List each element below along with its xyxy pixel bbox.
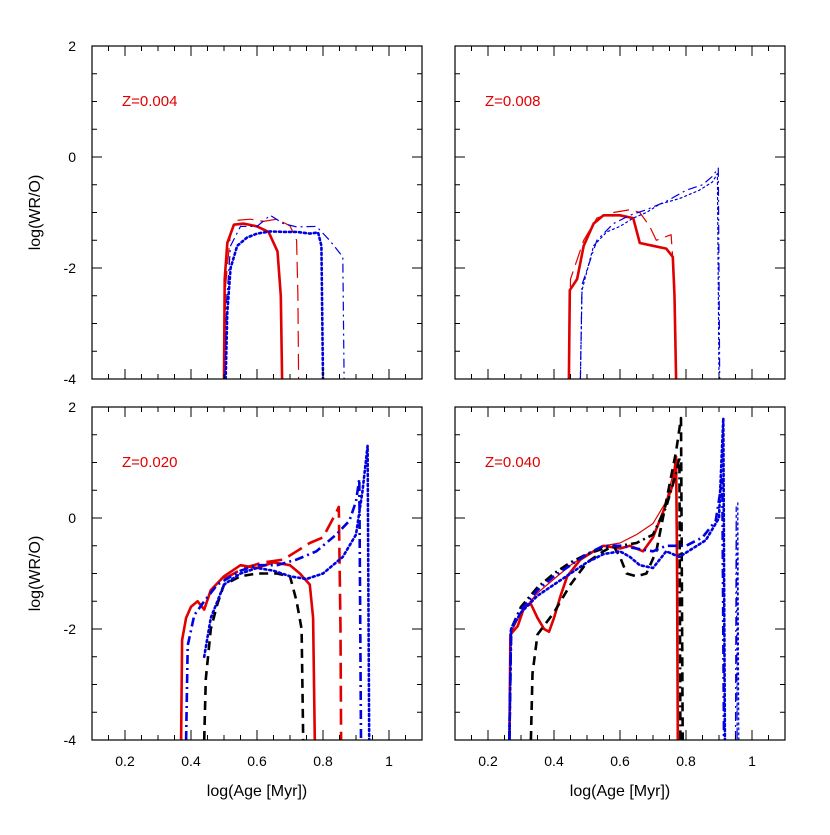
y-axis-label: log(WR/O) — [27, 536, 44, 612]
panel-annotation: Z=0.004 — [122, 93, 177, 110]
y-axis-label: log(WR/O) — [27, 175, 44, 251]
x-tick-label: 0.6 — [247, 753, 267, 769]
panel-3: -4 -2 0 2 0.2 0.4 0.6 0.8 1 Z=0.020 log(Age [Myr])… — [27, 399, 423, 800]
series-line-5 — [508, 416, 727, 740]
series-line-2 — [224, 218, 300, 379]
x-tick-label: 0.4 — [544, 753, 564, 769]
panel-annotation: Z=0.020 — [122, 454, 177, 471]
series-line-4 — [508, 455, 682, 740]
series-line-2 — [223, 505, 343, 740]
panel-2: Z=0.008 — [454, 45, 786, 380]
panel-4: 0.2 0.4 0.6 0.8 1 Z=0.040 log(Age [Myr]) — [454, 406, 786, 800]
series-line-3 — [202, 572, 305, 740]
x-tick-label: 0.6 — [610, 753, 630, 769]
tick-marks — [91, 45, 423, 380]
tick-marks — [91, 406, 423, 741]
series-line-1 — [222, 222, 284, 379]
y-tick-label: -2 — [64, 260, 77, 276]
x-axis-label: log(Age [Myr]) — [207, 783, 307, 800]
panel-annotation: Z=0.008 — [485, 93, 540, 110]
series-line-4 — [224, 214, 345, 379]
series-line-4 — [202, 444, 371, 740]
y-tick-label: 0 — [68, 510, 76, 526]
series-group — [508, 416, 740, 740]
series-line-2 — [568, 209, 677, 379]
series-line-3 — [529, 416, 684, 740]
series-line-5 — [184, 477, 363, 740]
x-tick-label: 0.8 — [676, 753, 696, 769]
series-line-3 — [579, 173, 720, 379]
series-line-1 — [179, 561, 317, 740]
series-line-1 — [567, 214, 678, 379]
x-tick-label: 1 — [385, 753, 393, 769]
series-line-2 — [509, 467, 676, 635]
series-group — [222, 214, 345, 379]
series-line-6 — [508, 477, 726, 740]
x-tick-label: 1 — [748, 753, 756, 769]
x-tick-label: 0.2 — [478, 753, 498, 769]
panel-1: -4 -2 0 2 Z=0.004 log(WR/O) — [27, 38, 423, 387]
series-line-3 — [224, 230, 325, 379]
y-tick-label: -4 — [64, 732, 77, 748]
x-tick-label: 0.8 — [313, 753, 333, 769]
series-group — [179, 444, 371, 740]
y-tick-label: 2 — [68, 38, 76, 54]
y-tick-label: 2 — [68, 399, 76, 415]
series-line-8 — [734, 506, 738, 740]
series-line-7 — [736, 500, 740, 740]
x-tick-label: 0.4 — [181, 753, 201, 769]
y-tick-label: -2 — [64, 621, 77, 637]
x-tick-label: 0.2 — [115, 753, 135, 769]
tick-marks — [454, 406, 786, 741]
tick-marks — [454, 45, 786, 380]
series-group — [567, 167, 721, 379]
y-tick-label: -4 — [64, 371, 77, 387]
y-tick-label: 0 — [68, 149, 76, 165]
panel-annotation: Z=0.040 — [485, 454, 540, 471]
x-axis-label: log(Age [Myr]) — [570, 783, 670, 800]
series-line-4 — [579, 167, 721, 379]
